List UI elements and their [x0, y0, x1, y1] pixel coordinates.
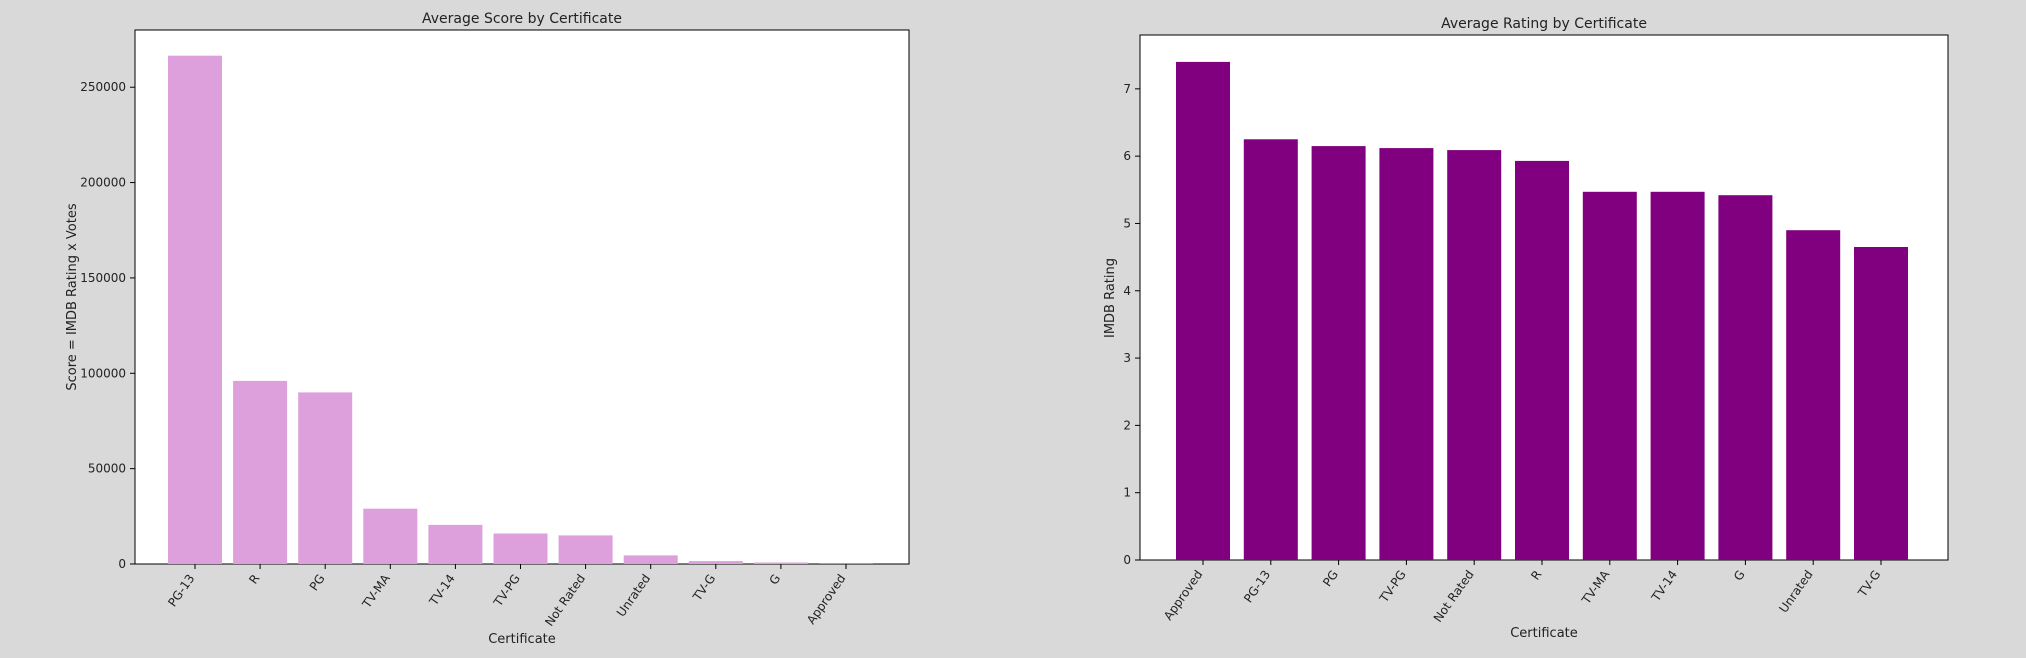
bar-tv-14	[1650, 191, 1705, 561]
bar-unrated	[623, 555, 678, 564]
x-tick-label: TV-14	[426, 572, 458, 609]
y-tick-label: 0	[1123, 553, 1131, 567]
x-tick-label: Not Rated	[1431, 568, 1477, 625]
bar-tv-14	[428, 524, 483, 564]
y-tick-label: 250000	[80, 80, 126, 94]
y-axis-label: Score = IMDB Rating x Votes	[65, 203, 80, 390]
x-ticks: PG-13 R PG TV-MA TV-14 TV-PG Not Rated Unrated T…	[165, 564, 848, 629]
bar-pg	[1311, 146, 1366, 560]
y-tick-label: 5	[1123, 216, 1131, 230]
y-tick-label: 4	[1123, 284, 1131, 298]
x-tick-label: TV-PG	[490, 572, 523, 610]
y-axis-label: IMDB Rating	[1103, 258, 1118, 338]
x-axis-label: Certificate	[1510, 626, 1578, 641]
y-tick-label: 3	[1123, 351, 1131, 365]
bar-not-rated	[558, 535, 613, 564]
bar-pg	[298, 392, 353, 564]
x-tick-label: TV-MA	[359, 571, 393, 611]
y-tick-label: 1	[1123, 486, 1131, 500]
y-tick-label: 150000	[80, 271, 126, 285]
bar-tv-ma	[363, 508, 418, 564]
y-ticks: 0 50000 100000 150000 200000 250000	[80, 80, 135, 571]
x-tick-label: G	[767, 572, 784, 588]
chart-score-by-certificate: Average Score by Certificate Certificate…	[65, 11, 910, 647]
x-tick-label: Approved	[1161, 568, 1205, 623]
x-axis-label: Certificate	[488, 632, 556, 647]
x-tick-label: Approved	[804, 572, 848, 627]
x-tick-label: PG	[1320, 568, 1341, 590]
bar-approved	[1176, 61, 1230, 561]
bar-tv-pg	[493, 533, 548, 564]
y-tick-label: 0	[118, 557, 126, 571]
y-tick-label: 7	[1123, 82, 1131, 96]
x-tick-label: TV-G	[690, 572, 719, 605]
bar-r	[233, 380, 288, 564]
x-tick-label: G	[1731, 568, 1748, 584]
y-tick-label: 50000	[88, 462, 126, 476]
x-tick-label: Unrated	[1776, 568, 1815, 616]
bars	[168, 55, 873, 564]
x-tick-label: Unrated	[614, 572, 653, 620]
x-ticks: Approved PG-13 PG TV-PG Not Rated R TV-MA TV-14…	[1161, 560, 1883, 625]
y-tick-label: 100000	[80, 366, 126, 380]
y-tick-label: 2	[1123, 418, 1131, 432]
x-tick-label: PG-13	[1241, 568, 1273, 606]
chart-rating-by-certificate: Average Rating by Certificate Certificat…	[1103, 16, 1949, 641]
bar-not-rated	[1447, 150, 1502, 560]
bar-tv-g	[1854, 247, 1908, 560]
chart-title: Average Score by Certificate	[422, 11, 622, 27]
bar-g	[1718, 195, 1773, 560]
bar-tv-pg	[1379, 148, 1434, 560]
bars	[1176, 61, 1908, 561]
x-tick-label: Not Rated	[542, 572, 588, 629]
bar-g	[753, 562, 808, 564]
bar-pg-13	[168, 55, 222, 564]
bar-tv-ma	[1582, 191, 1637, 561]
bar-r	[1515, 160, 1569, 560]
x-tick-label: TV-PG	[1376, 568, 1409, 606]
x-tick-label: R	[1528, 568, 1544, 583]
y-tick-label: 6	[1123, 149, 1131, 163]
x-tick-label: PG	[307, 572, 328, 594]
x-tick-label: PG-13	[165, 572, 197, 610]
bar-unrated	[1786, 230, 1841, 560]
x-tick-label: TV-MA	[1579, 567, 1613, 607]
y-ticks: 0 1 2 3 4 5 6 7	[1123, 82, 1140, 567]
x-tick-label: TV-14	[1648, 568, 1680, 605]
chart-title: Average Rating by Certificate	[1441, 16, 1647, 32]
x-tick-label: TV-G	[1855, 568, 1884, 601]
bar-tv-g	[688, 561, 743, 564]
y-tick-label: 200000	[80, 176, 126, 190]
x-tick-label: R	[246, 572, 262, 587]
bar-pg-13	[1243, 139, 1298, 561]
